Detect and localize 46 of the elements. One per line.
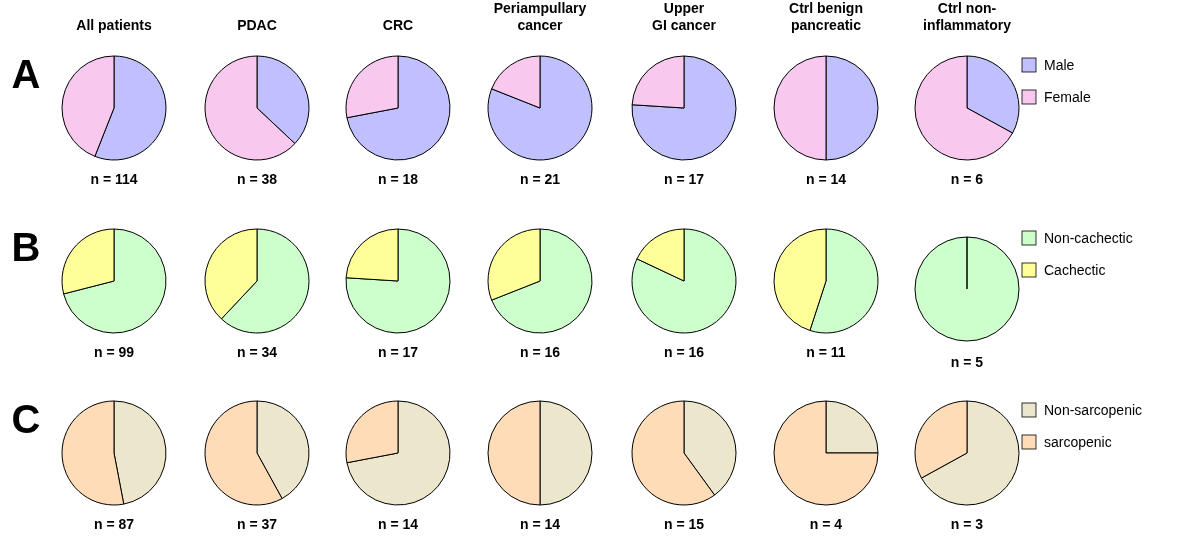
text: n = 114 bbox=[90, 171, 138, 187]
pie-slice bbox=[345, 228, 451, 334]
pie-slice bbox=[346, 55, 451, 161]
text: n = 6 bbox=[950, 171, 984, 187]
text: n = 38 bbox=[236, 171, 278, 187]
chart-title: All patients bbox=[76, 17, 152, 33]
text: n = 16 bbox=[663, 344, 705, 360]
legend-label: Male bbox=[1044, 57, 1075, 73]
pie-slice bbox=[346, 400, 451, 506]
text: n = 17 bbox=[377, 344, 419, 360]
chart-title: Ctrl non- inflammatory bbox=[923, 0, 1012, 33]
legend-label: Non-cachectic bbox=[1044, 230, 1133, 246]
chart-title: CRC bbox=[382, 17, 414, 33]
text: n = 14 bbox=[805, 171, 847, 187]
text: B bbox=[11, 225, 41, 269]
legend-label: Female bbox=[1044, 89, 1091, 105]
text: n = 15 bbox=[663, 516, 705, 532]
chart-title: PDAC bbox=[237, 17, 277, 33]
legend-label: sarcopenic bbox=[1044, 434, 1112, 450]
text: n = 11 bbox=[806, 344, 846, 360]
legend-label: Cachectic bbox=[1044, 262, 1106, 278]
chart-title: Periampullary cancer bbox=[493, 0, 587, 33]
text: A bbox=[11, 52, 41, 96]
chart-title: Ctrl benign pancreatic bbox=[789, 0, 863, 33]
pie-slice bbox=[631, 55, 737, 161]
chart-title: Upper GI cancer bbox=[652, 0, 717, 33]
text: C bbox=[11, 397, 41, 441]
text: n = 87 bbox=[93, 516, 135, 532]
text: n = 99 bbox=[93, 344, 135, 360]
text: n = 14 bbox=[519, 516, 561, 532]
text: n = 37 bbox=[236, 516, 278, 532]
text: n = 21 bbox=[519, 171, 561, 187]
text: n = 18 bbox=[377, 171, 419, 187]
text: n = 16 bbox=[519, 344, 561, 360]
pie-slice bbox=[773, 400, 879, 506]
pie-slice bbox=[631, 228, 737, 334]
text: n = 3 bbox=[950, 516, 984, 532]
text: n = 4 bbox=[809, 516, 843, 532]
pie-slice bbox=[63, 228, 167, 334]
text: n = 14 bbox=[377, 516, 419, 532]
legend-label: Non-sarcopenic bbox=[1044, 402, 1143, 418]
pie-slice bbox=[487, 55, 593, 161]
pie-slice bbox=[491, 228, 593, 334]
text: n = 34 bbox=[236, 344, 278, 360]
text: n = 5 bbox=[950, 354, 984, 370]
text: n = 17 bbox=[663, 171, 705, 187]
